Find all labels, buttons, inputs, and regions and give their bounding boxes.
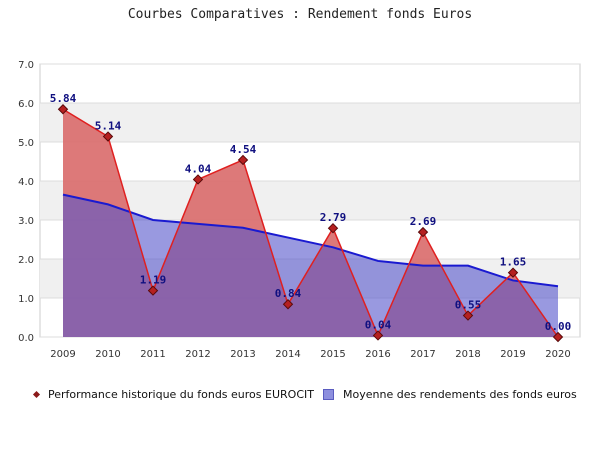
- x-tick-label: 2014: [275, 349, 300, 360]
- y-tick-label: 1.0: [18, 294, 34, 305]
- data-point: [507, 267, 519, 278]
- data-label: 1.65: [500, 256, 527, 269]
- data-label: 4.04: [185, 162, 212, 175]
- data-point: [372, 330, 384, 341]
- x-tick-label: 2020: [545, 349, 570, 360]
- y-tick-label: 6.0: [18, 99, 34, 110]
- grid-band: [40, 103, 580, 142]
- data-label: 2.69: [410, 215, 437, 228]
- data-label: 0.00: [545, 320, 572, 333]
- x-tick-label: 2009: [50, 349, 75, 360]
- x-tick-label: 2017: [410, 349, 435, 360]
- data-point: [102, 131, 114, 142]
- x-tick-label: 2018: [455, 349, 480, 360]
- data-label: 5.84: [50, 92, 77, 105]
- data-point: [417, 226, 429, 238]
- line-moyenne: [62, 193, 559, 288]
- data-label: 1.19: [140, 274, 167, 287]
- x-tick-label: 2015: [320, 349, 345, 360]
- data-point: [282, 299, 294, 310]
- legend-label-moyenne: Moyenne des rendements des fonds euros: [343, 388, 577, 401]
- y-tick-label: 5.0: [18, 138, 34, 149]
- x-tick-label: 2012: [185, 349, 210, 360]
- data-point: [147, 285, 159, 296]
- data-label: 0.55: [455, 299, 482, 312]
- x-tick-label: 2013: [230, 349, 255, 360]
- data-point: [327, 222, 339, 234]
- legend-marker-diamond: [32, 390, 41, 399]
- data-point: [57, 104, 69, 115]
- data-point: [552, 331, 564, 343]
- data-point: [462, 310, 474, 321]
- y-tick-label: 7.0: [18, 60, 34, 71]
- data-label: 5.14: [95, 120, 122, 133]
- y-tick-label: 2.0: [18, 255, 34, 266]
- x-tick-label: 2016: [365, 349, 390, 360]
- y-tick-label: 3.0: [18, 216, 34, 227]
- data-point: [237, 154, 249, 166]
- line-performance: [62, 108, 559, 338]
- y-tick-label: 4.0: [18, 177, 34, 188]
- data-label: 4.54: [230, 143, 257, 156]
- data-point: [192, 174, 204, 185]
- y-tick-label: 0.0: [18, 333, 34, 344]
- x-tick-label: 2010: [95, 349, 120, 360]
- legend-item-performance: Performance historique du fonds euros EU…: [32, 388, 314, 401]
- legend-label-performance: Performance historique du fonds euros EU…: [48, 388, 314, 401]
- data-label: 0.04: [365, 318, 392, 331]
- legend-swatch-moyenne: [323, 389, 334, 400]
- x-tick-label: 2011: [140, 349, 165, 360]
- data-label: 2.79: [320, 211, 347, 224]
- chart-title: Courbes Comparatives : Rendement fonds E…: [127, 7, 473, 22]
- x-tick-label: 2019: [500, 349, 525, 360]
- data-label: 0.84: [275, 287, 302, 300]
- legend-item-moyenne: Moyenne des rendements des fonds euros: [323, 388, 577, 401]
